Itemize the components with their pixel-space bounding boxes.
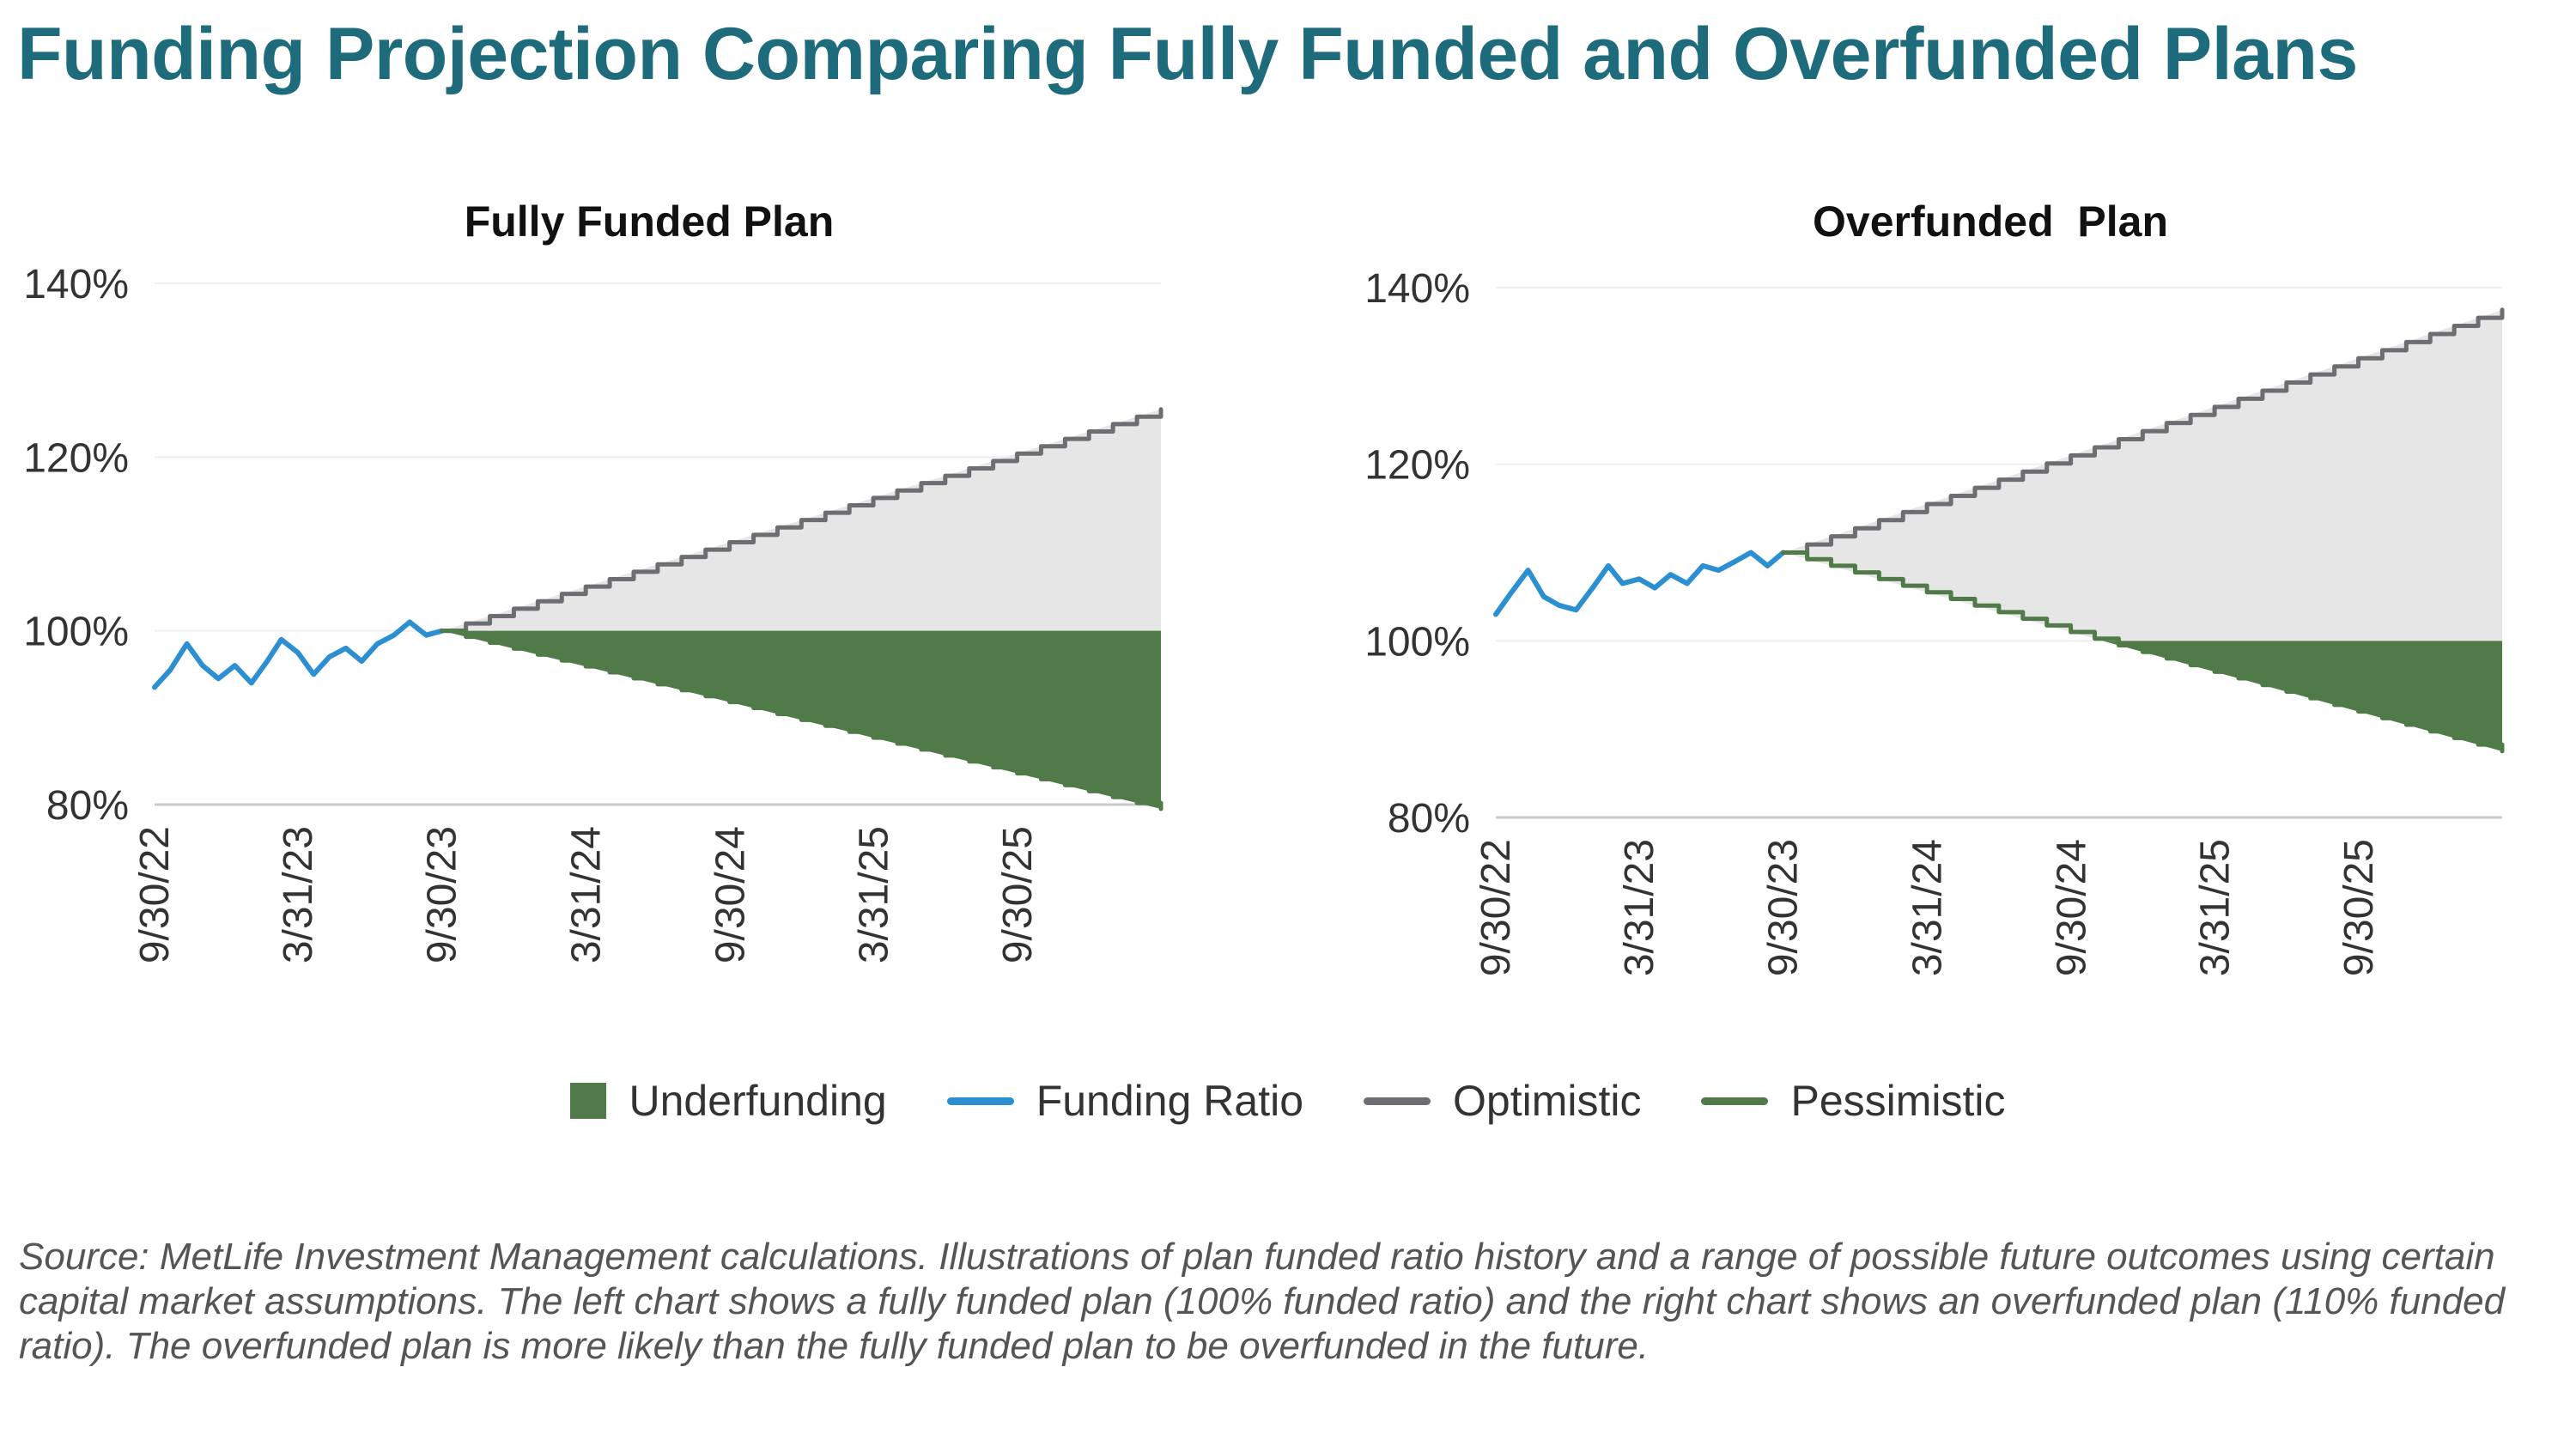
legend-item-optimistic: Optimistic — [1364, 1076, 1641, 1126]
underfunding-area — [2102, 641, 2502, 751]
x-tick-label: 9/30/23 — [420, 826, 465, 963]
x-tick-label: 3/31/23 — [1617, 839, 1662, 976]
y-tick-label: 120% — [1364, 443, 1470, 489]
y-tick-label: 80% — [1388, 796, 1470, 841]
x-tick-label: 9/30/22 — [132, 826, 178, 963]
legend-item-pessimistic: Pessimistic — [1701, 1076, 2006, 1126]
x-tick-label: 3/31/25 — [2192, 839, 2238, 976]
chart-legend: Underfunding Funding Ratio Optimistic Pe… — [0, 1066, 2576, 1135]
x-tick-label: 9/30/24 — [2049, 839, 2094, 976]
legend-label-funding-ratio: Funding Ratio — [1036, 1077, 1304, 1125]
series-line-pessimistic — [440, 629, 1163, 811]
series-line-funding-ratio — [1493, 550, 1786, 617]
underfunding-area — [441, 630, 1161, 810]
x-tick-label: 9/30/24 — [708, 826, 753, 963]
chart-panel-2: Overfunded Plan 80% 100% 120% 140% 9/30/22 3/3… — [1364, 197, 2505, 976]
series-line-optimistic — [440, 407, 1163, 634]
charts-canvas: Fully Funded Plan 80% 100% 120% 140% 9/30/22 3… — [23, 197, 2505, 976]
chart-title: Overfunded Plan — [1813, 197, 2168, 246]
x-tick-label: 3/31/24 — [564, 826, 610, 963]
legend-item-funding-ratio: Funding Ratio — [946, 1076, 1304, 1126]
y-tick-label: 140% — [23, 262, 129, 307]
series-line-optimistic — [1781, 307, 2505, 555]
y-tick-label: 120% — [23, 435, 129, 481]
legend-swatch-funding-ratio — [946, 1097, 1014, 1105]
legend-swatch-optimistic — [1364, 1097, 1431, 1105]
x-tick-label: 9/30/25 — [2336, 839, 2382, 976]
x-tick-label: 3/31/25 — [851, 826, 896, 963]
chart-title: Fully Funded Plan — [465, 197, 835, 246]
y-tick-label: 140% — [1364, 266, 1470, 312]
projection-band — [1783, 309, 2502, 641]
chart-panel-1: Fully Funded Plan 80% 100% 120% 140% 9/30/22 3… — [23, 197, 1163, 963]
x-tick-label: 9/30/22 — [1473, 839, 1519, 976]
page-title: Funding Projection Comparing Fully Funde… — [17, 13, 2358, 95]
y-tick-label: 80% — [46, 783, 129, 829]
legend-swatch-pessimistic — [1701, 1097, 1769, 1105]
x-tick-label: 9/30/23 — [1761, 839, 1807, 976]
legend-label-pessimistic: Pessimistic — [1790, 1077, 2006, 1125]
series-line-pessimistic — [1781, 550, 2505, 754]
y-tick-label: 100% — [1364, 619, 1470, 665]
legend-item-underfunding: Underfunding — [570, 1076, 887, 1126]
legend-label-underfunding: Underfunding — [629, 1077, 887, 1125]
y-tick-label: 100% — [23, 610, 129, 655]
series-line-funding-ratio — [152, 619, 445, 690]
x-tick-label: 3/31/24 — [1905, 839, 1951, 976]
x-tick-label: 3/31/23 — [276, 826, 321, 963]
legend-swatch-underfunding — [570, 1083, 607, 1119]
x-tick-label: 9/30/25 — [995, 826, 1041, 963]
legend-label-optimistic: Optimistic — [1453, 1077, 1642, 1125]
source-note: Source: MetLife Investment Management ca… — [19, 1236, 2506, 1367]
